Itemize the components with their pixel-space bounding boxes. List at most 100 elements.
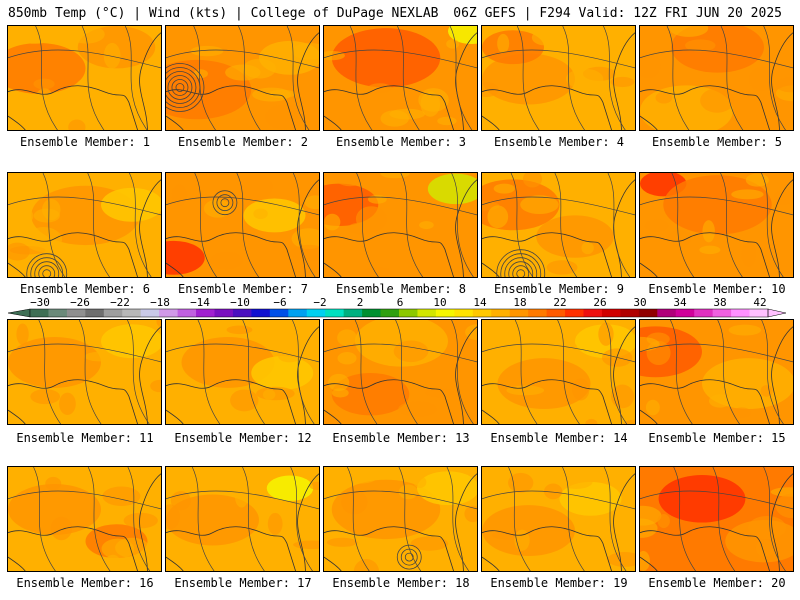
temperature-field-map bbox=[640, 320, 793, 424]
ensemble-member-label: Ensemble Member: 10 bbox=[648, 282, 786, 296]
colorbar-segment bbox=[528, 309, 548, 317]
colorbar-tick-label: −6 bbox=[273, 296, 286, 309]
ensemble-member-map bbox=[7, 25, 162, 131]
temperature-field-map bbox=[8, 26, 161, 130]
colorbar-tick-label: 42 bbox=[753, 296, 766, 309]
ensemble-member-label: Ensemble Member: 17 bbox=[174, 576, 312, 590]
temperature-field-map bbox=[166, 320, 319, 424]
colorbar-segment bbox=[30, 309, 49, 317]
ensemble-member-map bbox=[639, 172, 794, 278]
temperature-field-map bbox=[324, 173, 477, 277]
colorbar-tick-label: 38 bbox=[713, 296, 726, 309]
ensemble-member-label: Ensemble Member: 16 bbox=[16, 576, 154, 590]
colorbar-segment bbox=[731, 309, 751, 317]
colorbar-segment bbox=[380, 309, 400, 317]
ensemble-member-label: Ensemble Member: 14 bbox=[490, 431, 628, 445]
temperature-field-map bbox=[166, 173, 319, 277]
colorbar-segment bbox=[140, 309, 160, 317]
colorbar-segment bbox=[48, 309, 68, 317]
colorbar-segment bbox=[472, 309, 492, 317]
colorbar-segment bbox=[122, 309, 142, 317]
colorbar-segment bbox=[565, 309, 584, 317]
run-valid-time: 06Z GEFS | F294 Valid: 12Z FRI JUN 20 20… bbox=[453, 6, 782, 21]
colorbar-segment bbox=[694, 309, 714, 317]
ensemble-member-label: Ensemble Member: 3 bbox=[335, 135, 467, 149]
temperature-field-map bbox=[8, 467, 161, 571]
colorbar-segment bbox=[343, 309, 363, 317]
colorbar-segment bbox=[638, 309, 658, 317]
colorbar-low-arrow bbox=[7, 308, 31, 318]
ensemble-member-map bbox=[481, 319, 636, 425]
colorbar-tick-label: 10 bbox=[433, 296, 446, 309]
ensemble-member-map bbox=[639, 466, 794, 572]
colorbar-segment bbox=[546, 309, 566, 317]
colorbar-segment bbox=[435, 309, 455, 317]
ensemble-member-map bbox=[7, 172, 162, 278]
colorbar-segment bbox=[620, 309, 640, 317]
colorbar-segment bbox=[214, 309, 234, 317]
ensemble-member-label: Ensemble Member: 18 bbox=[332, 576, 470, 590]
colorbar-segment bbox=[417, 309, 437, 317]
temperature-field-map bbox=[482, 467, 635, 571]
colorbar-segment bbox=[251, 309, 271, 317]
colorbar-segment bbox=[675, 309, 695, 317]
colorbar-segment bbox=[288, 309, 308, 317]
colorbar-segment bbox=[491, 309, 511, 317]
ensemble-member-label: Ensemble Member: 9 bbox=[493, 282, 625, 296]
temperature-field-map bbox=[8, 320, 161, 424]
ensemble-member-label: Ensemble Member: 13 bbox=[332, 431, 470, 445]
colorbar-tick-label: 14 bbox=[473, 296, 487, 309]
colorbar-segment bbox=[325, 309, 345, 317]
ensemble-member-label: Ensemble Member: 4 bbox=[493, 135, 625, 149]
colorbar-segment bbox=[269, 309, 289, 317]
colorbar-tick-label: 22 bbox=[553, 296, 566, 309]
colorbar-segment bbox=[583, 309, 603, 317]
temperature-field-map bbox=[166, 467, 319, 571]
colorbar-tick-label: −26 bbox=[70, 296, 90, 309]
ensemble-member-map bbox=[639, 25, 794, 131]
ensemble-member-label: Ensemble Member: 20 bbox=[648, 576, 786, 590]
ensemble-member-label: Ensemble Member: 2 bbox=[177, 135, 309, 149]
colorbar-tick-label: −30 bbox=[30, 296, 50, 309]
ensemble-member-label: Ensemble Member: 8 bbox=[335, 282, 467, 296]
temperature-field-map bbox=[324, 320, 477, 424]
colorbar-tick-label: −2 bbox=[313, 296, 326, 309]
temperature-field-map bbox=[324, 467, 477, 571]
colorbar-segment bbox=[509, 309, 529, 317]
colorbar-segment bbox=[159, 309, 179, 317]
ensemble-member-map bbox=[165, 319, 320, 425]
colorbar-tick-label: −18 bbox=[150, 296, 170, 309]
colorbar-tick-label: −14 bbox=[190, 296, 210, 309]
ensemble-member-map bbox=[165, 25, 320, 131]
temperature-field-map bbox=[8, 173, 161, 277]
ensemble-member-map bbox=[323, 466, 478, 572]
colorbar-segment bbox=[103, 309, 123, 317]
colorbar-segment bbox=[601, 309, 621, 317]
ensemble-member-map bbox=[323, 172, 478, 278]
temperature-field-map bbox=[482, 26, 635, 130]
colorbar-tick-label: 34 bbox=[673, 296, 687, 309]
colorbar-segment bbox=[657, 309, 677, 317]
ensemble-member-map bbox=[165, 466, 320, 572]
ensemble-member-label: Ensemble Member: 15 bbox=[648, 431, 786, 445]
ensemble-member-map bbox=[7, 319, 162, 425]
ensemble-member-map bbox=[481, 466, 636, 572]
temperature-field-map bbox=[640, 26, 793, 130]
colorbar-segment bbox=[712, 309, 732, 317]
ensemble-member-label: Ensemble Member: 5 bbox=[651, 135, 783, 149]
colorbar-segment bbox=[306, 309, 326, 317]
ensemble-member-label: Ensemble Member: 19 bbox=[490, 576, 628, 590]
ensemble-member-map bbox=[165, 172, 320, 278]
temperature-field-map bbox=[640, 467, 793, 571]
colorbar-segment bbox=[177, 309, 197, 317]
ensemble-member-map bbox=[481, 172, 636, 278]
ensemble-member-label: Ensemble Member: 12 bbox=[174, 431, 312, 445]
ensemble-member-label: Ensemble Member: 6 bbox=[19, 282, 151, 296]
ensemble-member-map bbox=[481, 25, 636, 131]
ensemble-member-map bbox=[7, 466, 162, 572]
temperature-field-map bbox=[166, 26, 319, 130]
colorbar-high-arrow bbox=[767, 308, 787, 318]
temperature-field-map bbox=[324, 26, 477, 130]
colorbar-segment bbox=[85, 309, 105, 317]
ensemble-member-map bbox=[323, 319, 478, 425]
